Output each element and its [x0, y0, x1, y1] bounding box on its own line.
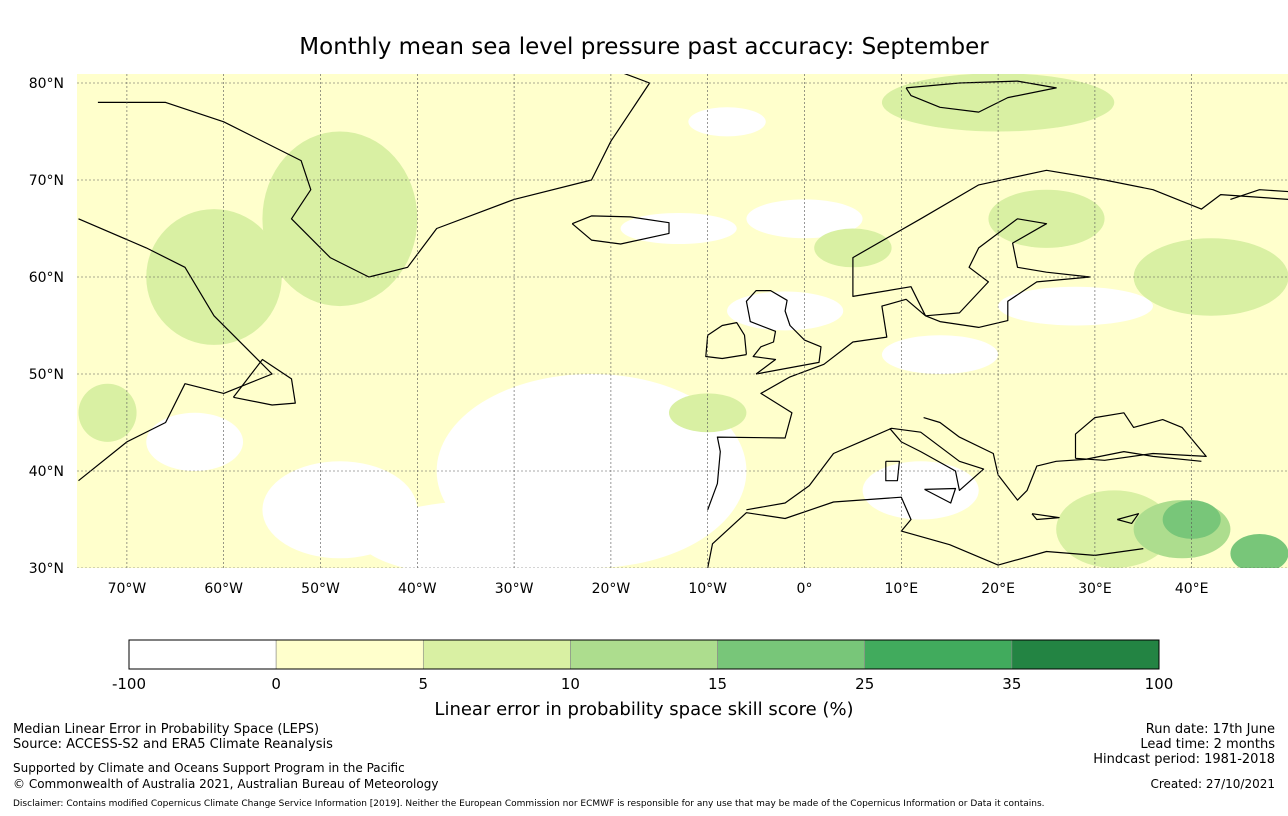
colorbar-tick-label: 25: [855, 675, 874, 693]
latitude-tick-label: 80°N: [29, 76, 64, 92]
negative-skill-area: [262, 461, 418, 559]
colorbar-segment: [570, 639, 718, 670]
support-note: Supported by Climate and Oceans Support …: [13, 761, 405, 775]
created-date: Created: 27/10/2021: [1150, 777, 1275, 791]
cyprus-coast: [1117, 513, 1140, 524]
europe-coast: [707, 169, 1288, 511]
sardinia-corsica-coast: [885, 460, 900, 482]
latitude-labels: 30°N 40°N 50°N 60°N 70°N 80°N: [29, 76, 64, 577]
latitude-tick-label: 60°N: [29, 270, 64, 286]
longitude-tick-label: 40°W: [398, 581, 437, 597]
colorbar-tick-label: 100: [1145, 675, 1174, 693]
negative-skill-area: [688, 107, 766, 137]
skill-5-10-area: [78, 383, 137, 442]
greenland-coast: [97, 74, 651, 278]
black-sea-coast: [1074, 412, 1207, 461]
copyright: © Commonwealth of Australia 2021, Austra…: [13, 777, 439, 791]
newfoundland-coast: [232, 358, 296, 406]
iceland-coast: [571, 215, 670, 245]
negative-skill-area: [359, 500, 631, 568]
latitude-tick-label: 30°N: [29, 561, 64, 577]
colorbar-tick-label: 10: [561, 675, 580, 693]
leps-description: Median Linear Error in Probability Space…: [13, 722, 320, 737]
colorbar-segment: [422, 639, 571, 670]
ireland-coast: [705, 322, 747, 360]
skill-5-10-area: [262, 131, 418, 307]
colorbar: -100 0 5 10 15 25 35 100: [112, 639, 1174, 693]
north-africa-coast: [707, 496, 1144, 568]
britain-coast: [745, 290, 822, 375]
longitude-tick-label: 60°W: [204, 581, 243, 597]
skill-5-10-area: [814, 228, 892, 268]
colorbar-segment: [1011, 639, 1160, 670]
negative-skill-area: [862, 461, 979, 520]
colorbar-label: Linear error in probability space skill …: [434, 699, 854, 720]
coastlines: [78, 74, 1288, 568]
longitude-tick-label: 20°W: [592, 581, 631, 597]
skill-map: 30°N 40°N 50°N 60°N 70°N 80°N 70°W 60°W 50°W 40°…: [29, 74, 1288, 693]
colorbar-tick-label: 0: [271, 675, 281, 693]
novaya-zemlya-coast: [1230, 189, 1288, 200]
colorbar-tick-label: 15: [708, 675, 727, 693]
negative-skill-area: [146, 412, 244, 471]
longitude-tick-label: 0°: [797, 581, 813, 597]
skill-15-25-area: [1230, 534, 1288, 568]
skill-5-10-area: [668, 393, 747, 433]
longitude-tick-label: 10°W: [688, 581, 727, 597]
adriatic-balkan-coast: [923, 417, 1202, 501]
colorbar-frame: [128, 639, 1160, 670]
colorbar-segment: [717, 639, 866, 670]
colorbar-segment: [128, 639, 277, 670]
longitude-tick-label: 20°E: [981, 581, 1015, 597]
mediterranean-coast: [746, 427, 985, 511]
longitude-tick-label: 10°E: [884, 581, 918, 597]
disclaimer: Disclaimer: Contains modified Copernicus…: [13, 799, 1045, 809]
colorbar-tick-label: 5: [419, 675, 429, 693]
longitude-labels: 70°W 60°W 50°W 40°W 30°W 20°W 10°W 0° 10°E 20°E 30…: [108, 581, 1209, 597]
crete-coast: [1031, 513, 1060, 521]
colorbar-segment: [275, 639, 424, 670]
colorbar-segment: [864, 639, 1013, 670]
map-title: Monthly mean sea level pressure past acc…: [299, 34, 989, 60]
longitude-tick-label: 40°E: [1175, 581, 1209, 597]
latitude-tick-label: 70°N: [29, 173, 64, 189]
svalbard-coast: [905, 80, 1057, 113]
run-date: Run date: 17th June: [1145, 722, 1275, 737]
longitude-tick-label: 30°E: [1078, 581, 1112, 597]
negative-skill-area: [998, 286, 1153, 326]
longitude-tick-label: 30°W: [495, 581, 534, 597]
negative-skill-area: [620, 212, 737, 245]
skill-field: [77, 74, 1288, 568]
baffin-labrador-coast: [78, 218, 273, 482]
longitude-tick-label: 70°W: [108, 581, 147, 597]
latitude-tick-label: 40°N: [29, 464, 64, 480]
sicily-coast: [924, 487, 957, 504]
graticule: [77, 74, 1288, 568]
negative-skill-area: [881, 335, 999, 374]
lead-time: Lead time: 2 months: [1140, 737, 1275, 752]
colorbar-tick-label: 35: [1002, 675, 1021, 693]
hindcast-period: Hindcast period: 1981-2018: [1093, 752, 1275, 767]
skill-5-10-area: [988, 189, 1105, 248]
colorbar-tick-label: -100: [112, 675, 146, 693]
latitude-tick-label: 50°N: [29, 367, 64, 383]
longitude-tick-label: 50°W: [301, 581, 340, 597]
data-source: Source: ACCESS-S2 and ERA5 Climate Reana…: [13, 737, 333, 752]
